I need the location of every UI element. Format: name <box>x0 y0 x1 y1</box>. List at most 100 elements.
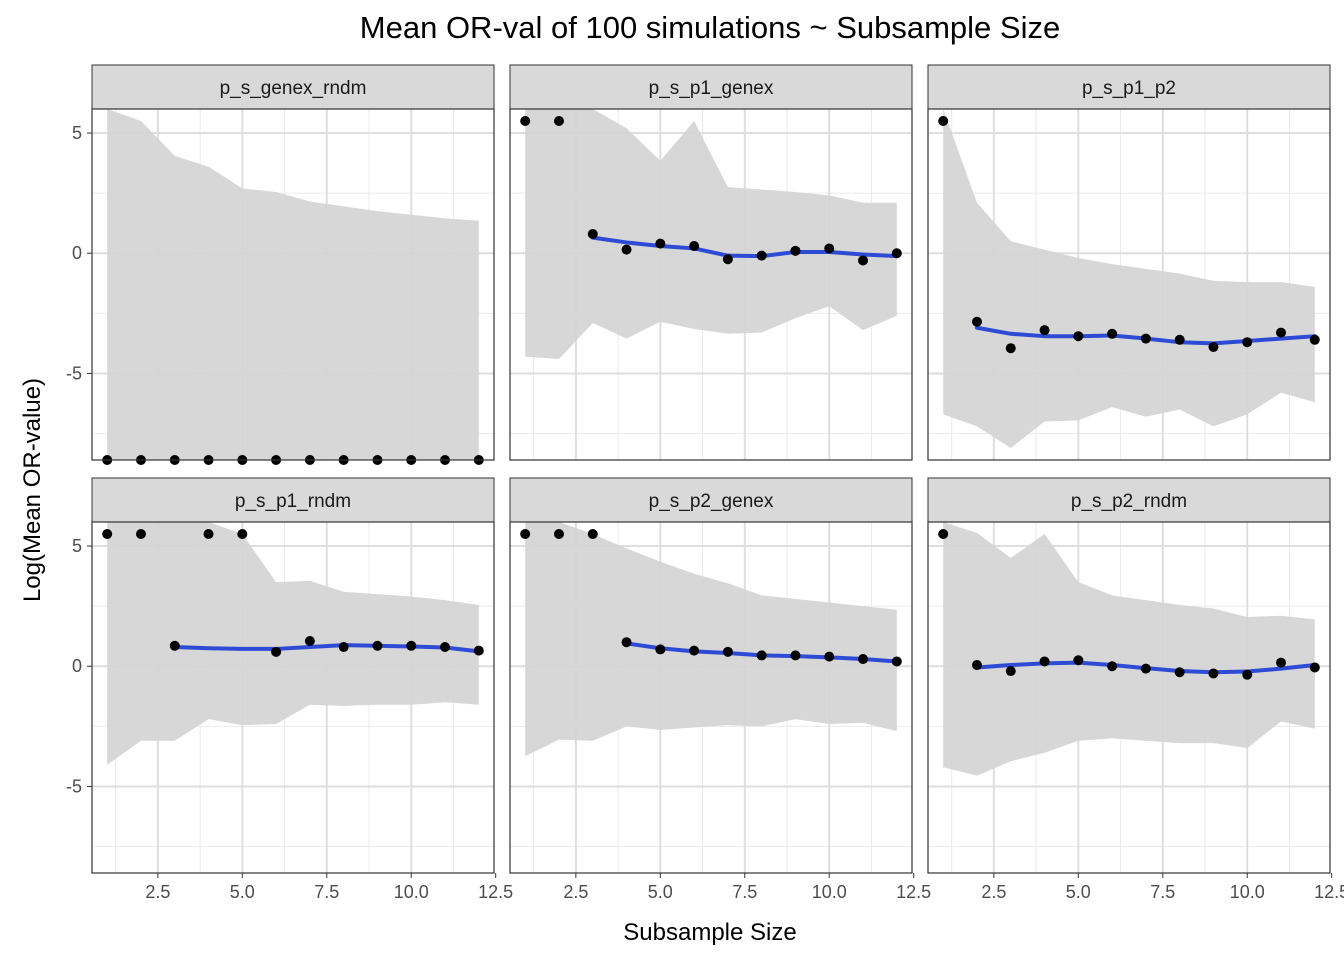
panel-border <box>927 108 1331 461</box>
data-point <box>1174 334 1185 345</box>
y-tick-label: 0 <box>72 243 82 263</box>
data-point <box>587 529 598 540</box>
data-point <box>1140 663 1151 674</box>
data-point <box>1309 334 1320 345</box>
data-point <box>1107 328 1118 339</box>
data-point <box>824 243 835 254</box>
x-tick-label: 5.0 <box>230 882 255 902</box>
x-tick-label: 7.5 <box>1150 882 1175 902</box>
facet-strip <box>927 64 1331 110</box>
confidence-band <box>107 522 479 765</box>
data-point <box>406 640 417 651</box>
x-tick-label: 7.5 <box>314 882 339 902</box>
data-point <box>587 229 598 240</box>
x-tick-label: 2.5 <box>145 882 170 902</box>
data-point <box>689 645 700 656</box>
data-point <box>553 529 564 540</box>
panel-border <box>91 108 495 461</box>
data-point <box>971 660 982 671</box>
confidence-band <box>107 109 479 460</box>
data-point <box>1276 327 1287 338</box>
data-point <box>553 116 564 127</box>
data-point <box>1140 333 1151 344</box>
facet-strip-label: p_s_p1_genex <box>649 78 774 99</box>
panel-border <box>509 108 913 461</box>
y-tick-label: 5 <box>72 536 82 556</box>
confidence-band <box>525 109 897 360</box>
facet-panel-p_s_p2_rndm: p_s_p2_rndm 2.5 5.0 7.5 10.0 12.5 <box>927 477 1344 902</box>
data-point <box>338 642 349 653</box>
data-point <box>1073 331 1084 342</box>
x-tick-label: 12.5 <box>478 882 513 902</box>
facet-strip-label: p_s_p1_rndm <box>235 491 351 512</box>
y-tick-label: -5 <box>66 776 82 796</box>
data-point <box>790 245 801 256</box>
data-point <box>756 650 767 661</box>
data-point <box>1276 657 1287 668</box>
data-point <box>756 250 767 261</box>
data-point <box>689 241 700 252</box>
data-point <box>824 651 835 662</box>
data-point <box>938 116 949 127</box>
data-point <box>1039 325 1050 336</box>
data-point <box>1174 667 1185 678</box>
facet-strip-label: p_s_p2_genex <box>649 491 774 512</box>
y-tick-label: -5 <box>66 363 82 383</box>
data-point <box>440 642 451 653</box>
data-point <box>102 529 113 540</box>
chart-title: Mean OR-val of 100 simulations ~ Subsamp… <box>360 10 1060 45</box>
facet-panel-p_s_p1_genex: p_s_p1_genex <box>509 64 913 461</box>
data-point <box>520 116 531 127</box>
data-point <box>722 254 733 265</box>
facet-strip-label: p_s_genex_rndm <box>220 78 367 99</box>
x-tick-label: 5.0 <box>648 882 673 902</box>
panel-border <box>509 521 913 874</box>
x-tick-label: 12.5 <box>896 882 931 902</box>
data-point <box>858 255 869 266</box>
data-point <box>1309 662 1320 673</box>
smooth-line <box>172 643 481 654</box>
data-point <box>1107 661 1118 672</box>
data-point <box>621 244 632 255</box>
x-tick-label: 12.5 <box>1314 882 1344 902</box>
facet-strip <box>91 64 495 110</box>
data-point <box>1208 668 1219 679</box>
data-point <box>520 529 531 540</box>
facet-strip-label: p_s_p2_rndm <box>1071 491 1187 512</box>
data-point <box>271 646 282 657</box>
data-point <box>790 650 801 661</box>
facet-panel-p_s_genex_rndm: p_s_genex_rndm -5 0 5 <box>66 64 495 465</box>
x-axis-title: Subsample Size <box>623 919 796 946</box>
confidence-band <box>525 522 897 757</box>
data-point <box>473 645 484 656</box>
facet-panel-p_s_p1_p2: p_s_p1_p2 <box>927 64 1331 461</box>
data-point <box>655 644 666 655</box>
data-point <box>621 637 632 648</box>
data-point <box>1242 669 1253 680</box>
data-point <box>891 656 902 667</box>
data-point <box>169 640 180 651</box>
x-tick-label: 10.0 <box>394 882 429 902</box>
smooth-line <box>590 235 899 259</box>
data-point <box>372 640 383 651</box>
x-tick-label: 7.5 <box>732 882 757 902</box>
panel-border <box>91 521 495 874</box>
data-point <box>655 238 666 249</box>
facet-strip-label: p_s_p1_p2 <box>1082 78 1176 99</box>
panel-border <box>927 521 1331 874</box>
data-point <box>971 316 982 327</box>
facet-strip <box>927 477 1331 523</box>
y-tick-label: 5 <box>72 123 82 143</box>
x-tick-label: 10.0 <box>812 882 847 902</box>
data-point <box>722 646 733 657</box>
facet-strip <box>91 477 495 523</box>
data-point <box>237 529 248 540</box>
data-point <box>1208 342 1219 353</box>
x-tick-label: 2.5 <box>563 882 588 902</box>
data-point <box>1073 655 1084 666</box>
data-point <box>858 654 869 665</box>
data-point <box>1039 656 1050 667</box>
y-axis-title: Log(Mean OR-value) <box>19 378 46 602</box>
